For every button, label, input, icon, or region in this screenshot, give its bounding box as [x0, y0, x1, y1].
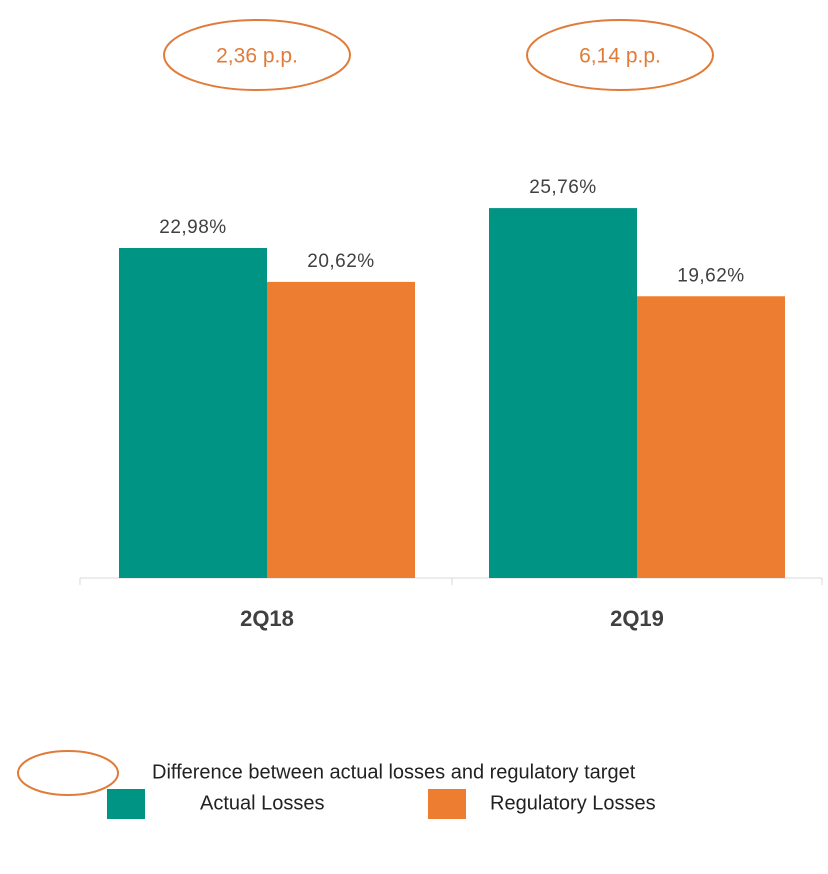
bar [637, 296, 785, 578]
bar [119, 248, 267, 578]
annotation-ellipse [163, 19, 351, 91]
data-label: 20,62% [307, 251, 374, 272]
annotation-legend-icon [17, 750, 119, 796]
data-label: 19,62% [677, 265, 744, 286]
bar [267, 281, 415, 578]
annotation-text: 6,14 p.p. [579, 45, 661, 68]
legend-label: Regulatory Losses [490, 792, 656, 814]
legend-swatch [428, 789, 466, 819]
data-label: 25,76% [529, 177, 596, 198]
data-label: 22,98% [159, 217, 226, 238]
legend-swatch [107, 789, 145, 819]
annotation-legend-text: Difference between actual losses and reg… [152, 761, 636, 783]
annotation-text: 2,36 p.p. [216, 45, 298, 68]
annotation-ellipse [526, 19, 714, 91]
x-tick-label: 2Q18 [240, 606, 294, 631]
x-tick-label: 2Q19 [610, 606, 664, 631]
legend-label: Actual Losses [200, 792, 325, 814]
bar [489, 208, 637, 578]
